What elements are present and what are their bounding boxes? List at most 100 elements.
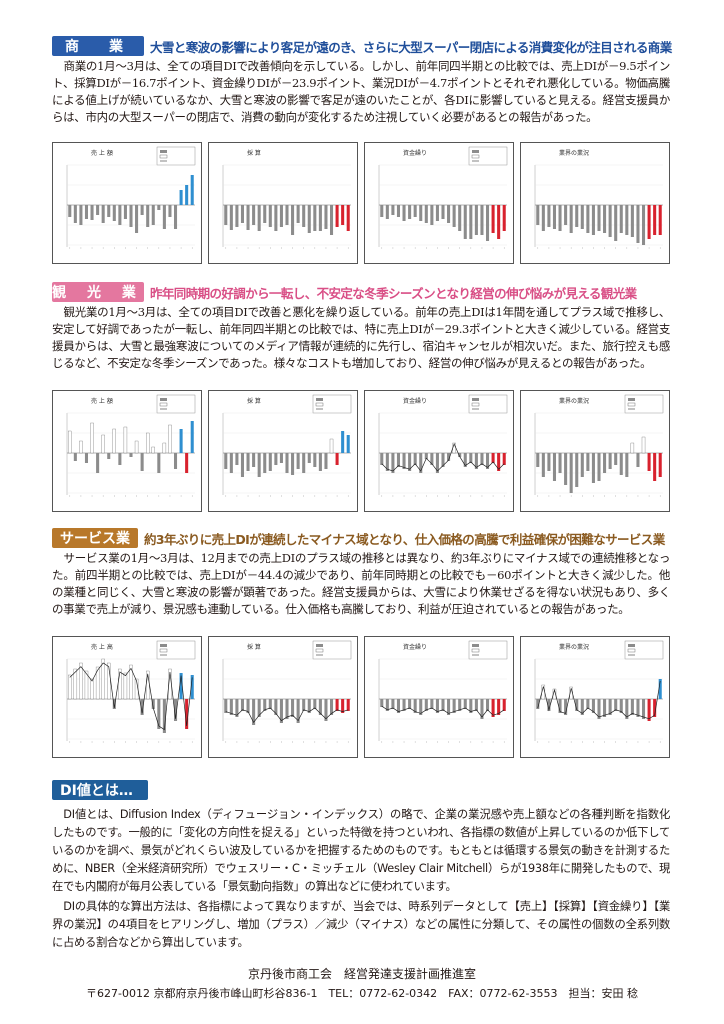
- chart-bar: [575, 205, 579, 227]
- chart-bar: [647, 205, 651, 239]
- chart-bar: [430, 453, 434, 465]
- chart-bar: [603, 699, 607, 717]
- chart-bar: [636, 699, 640, 717]
- chart-bar: [591, 699, 595, 713]
- chart-bar: [469, 699, 473, 713]
- tourism-chart-4: 業界の業況: [520, 390, 670, 512]
- chart-bar: [268, 699, 272, 709]
- chart-bar: [636, 205, 640, 243]
- di-chart-svg: 採 算: [222, 149, 351, 249]
- chart-bar: [263, 699, 267, 711]
- chart-bar: [474, 699, 478, 711]
- chart-bar: [257, 699, 261, 717]
- chart-bar: [552, 205, 557, 229]
- chart-title: 資金繰り: [403, 643, 427, 651]
- chart-bar: [575, 453, 579, 487]
- chart-bar: [79, 440, 83, 454]
- chart-bar: [257, 453, 261, 477]
- service-headline: 約3年ぶりに売上DIが連続したマイナス域となり、仕入価格の高騰で利益確保が困難な…: [144, 531, 665, 547]
- chart-bar: [413, 453, 417, 465]
- chart-trend-line: [537, 680, 661, 720]
- chart-bar: [107, 205, 111, 217]
- chart-bar: [335, 205, 339, 227]
- chart-bar: [441, 699, 445, 711]
- chart-bar: [625, 453, 629, 477]
- chart-bar: [580, 699, 584, 715]
- chart-bar: [380, 453, 384, 465]
- chart-bar: [591, 205, 595, 235]
- di-chart-svg: 採 算: [222, 640, 352, 743]
- chart-bar: [575, 699, 579, 711]
- chart-bar: [318, 205, 322, 231]
- chart-bar: [469, 205, 473, 239]
- chart-bar: [146, 432, 150, 454]
- chart-bar: [246, 453, 250, 471]
- chart-bar: [547, 205, 551, 227]
- chart-bar: [564, 453, 568, 485]
- di-paragraph-2: DIの具体的な算出方法は、各指標によって異なりますが、当会では、時系列データとし…: [52, 900, 670, 949]
- chart-bar: [335, 699, 339, 711]
- chart-bar: [536, 453, 540, 467]
- chart-bar: [469, 453, 473, 463]
- chart-bar: [68, 205, 72, 217]
- footer-org: 京丹後市商工会 経営発達支援計画推進室: [247, 967, 476, 981]
- chart-bar: [474, 453, 478, 469]
- chart-bar: [240, 453, 245, 477]
- chart-bar: [285, 205, 289, 225]
- chart-bar: [302, 699, 306, 711]
- chart-bar: [179, 673, 183, 699]
- chart-bar: [162, 442, 167, 454]
- chart-bar: [185, 185, 189, 205]
- chart-bar: [630, 442, 635, 454]
- chart-bar: [173, 453, 178, 469]
- chart-bar: [547, 699, 551, 711]
- chart-legend: [312, 394, 352, 414]
- chart-bar: [157, 205, 161, 210]
- commerce-chart-3: 資金繰り: [364, 142, 514, 264]
- chart-bar: [96, 453, 100, 473]
- chart-bar: [341, 431, 345, 453]
- chart-bar: [90, 205, 94, 220]
- chart-bar: [413, 205, 417, 217]
- chart-legend: [156, 640, 196, 660]
- chart-bar: [452, 699, 456, 713]
- chart-bar: [296, 699, 300, 723]
- service-body: サービス業の1月～3月は、12月までの売上DIのプラス域の推移とは異なり、約3年…: [52, 551, 670, 616]
- chart-bar: [658, 205, 662, 235]
- chart-bar: [541, 453, 545, 477]
- chart-bar: [296, 453, 300, 469]
- chart-bar: [419, 205, 423, 221]
- chart-bar: [458, 453, 462, 457]
- chart-bar: [168, 424, 172, 454]
- chart-bar: [385, 453, 389, 471]
- chart-bar: [641, 436, 646, 454]
- chart-bar: [73, 668, 78, 700]
- chart-bar: [68, 430, 72, 454]
- chart-bar: [190, 675, 194, 699]
- chart-bar: [173, 205, 178, 229]
- chart-bar: [112, 428, 116, 454]
- chart-bar: [252, 205, 256, 225]
- chart-title: 資金繰り: [403, 397, 427, 405]
- chart-bar: [229, 699, 233, 715]
- chart-legend: [624, 640, 664, 660]
- chart-bar: [408, 699, 412, 709]
- chart-bar: [608, 453, 612, 469]
- chart-bar: [101, 434, 105, 454]
- chart-bar: [580, 205, 584, 229]
- chart-bar: [185, 453, 189, 473]
- chart-bar: [580, 453, 584, 477]
- chart-bar: [84, 670, 89, 700]
- chart-bar: [653, 453, 657, 481]
- commerce-charts: 売 上 額 採 算 資金繰り 業界の業況: [52, 142, 670, 264]
- chart-bar: [90, 678, 94, 700]
- chart-bar: [569, 453, 573, 493]
- chart-bar: [447, 205, 451, 223]
- tourism-header: 観 光 業 昨年同時期の好調から一転し、不安定な冬季シーズンとなり経営の伸び悩み…: [52, 282, 637, 302]
- chart-bar: [497, 699, 501, 715]
- chart-bar: [658, 453, 662, 477]
- chart-bar: [291, 453, 295, 475]
- chart-title: 売 上 高: [91, 643, 113, 651]
- chart-bar: [84, 205, 89, 219]
- chart-bar: [285, 453, 289, 473]
